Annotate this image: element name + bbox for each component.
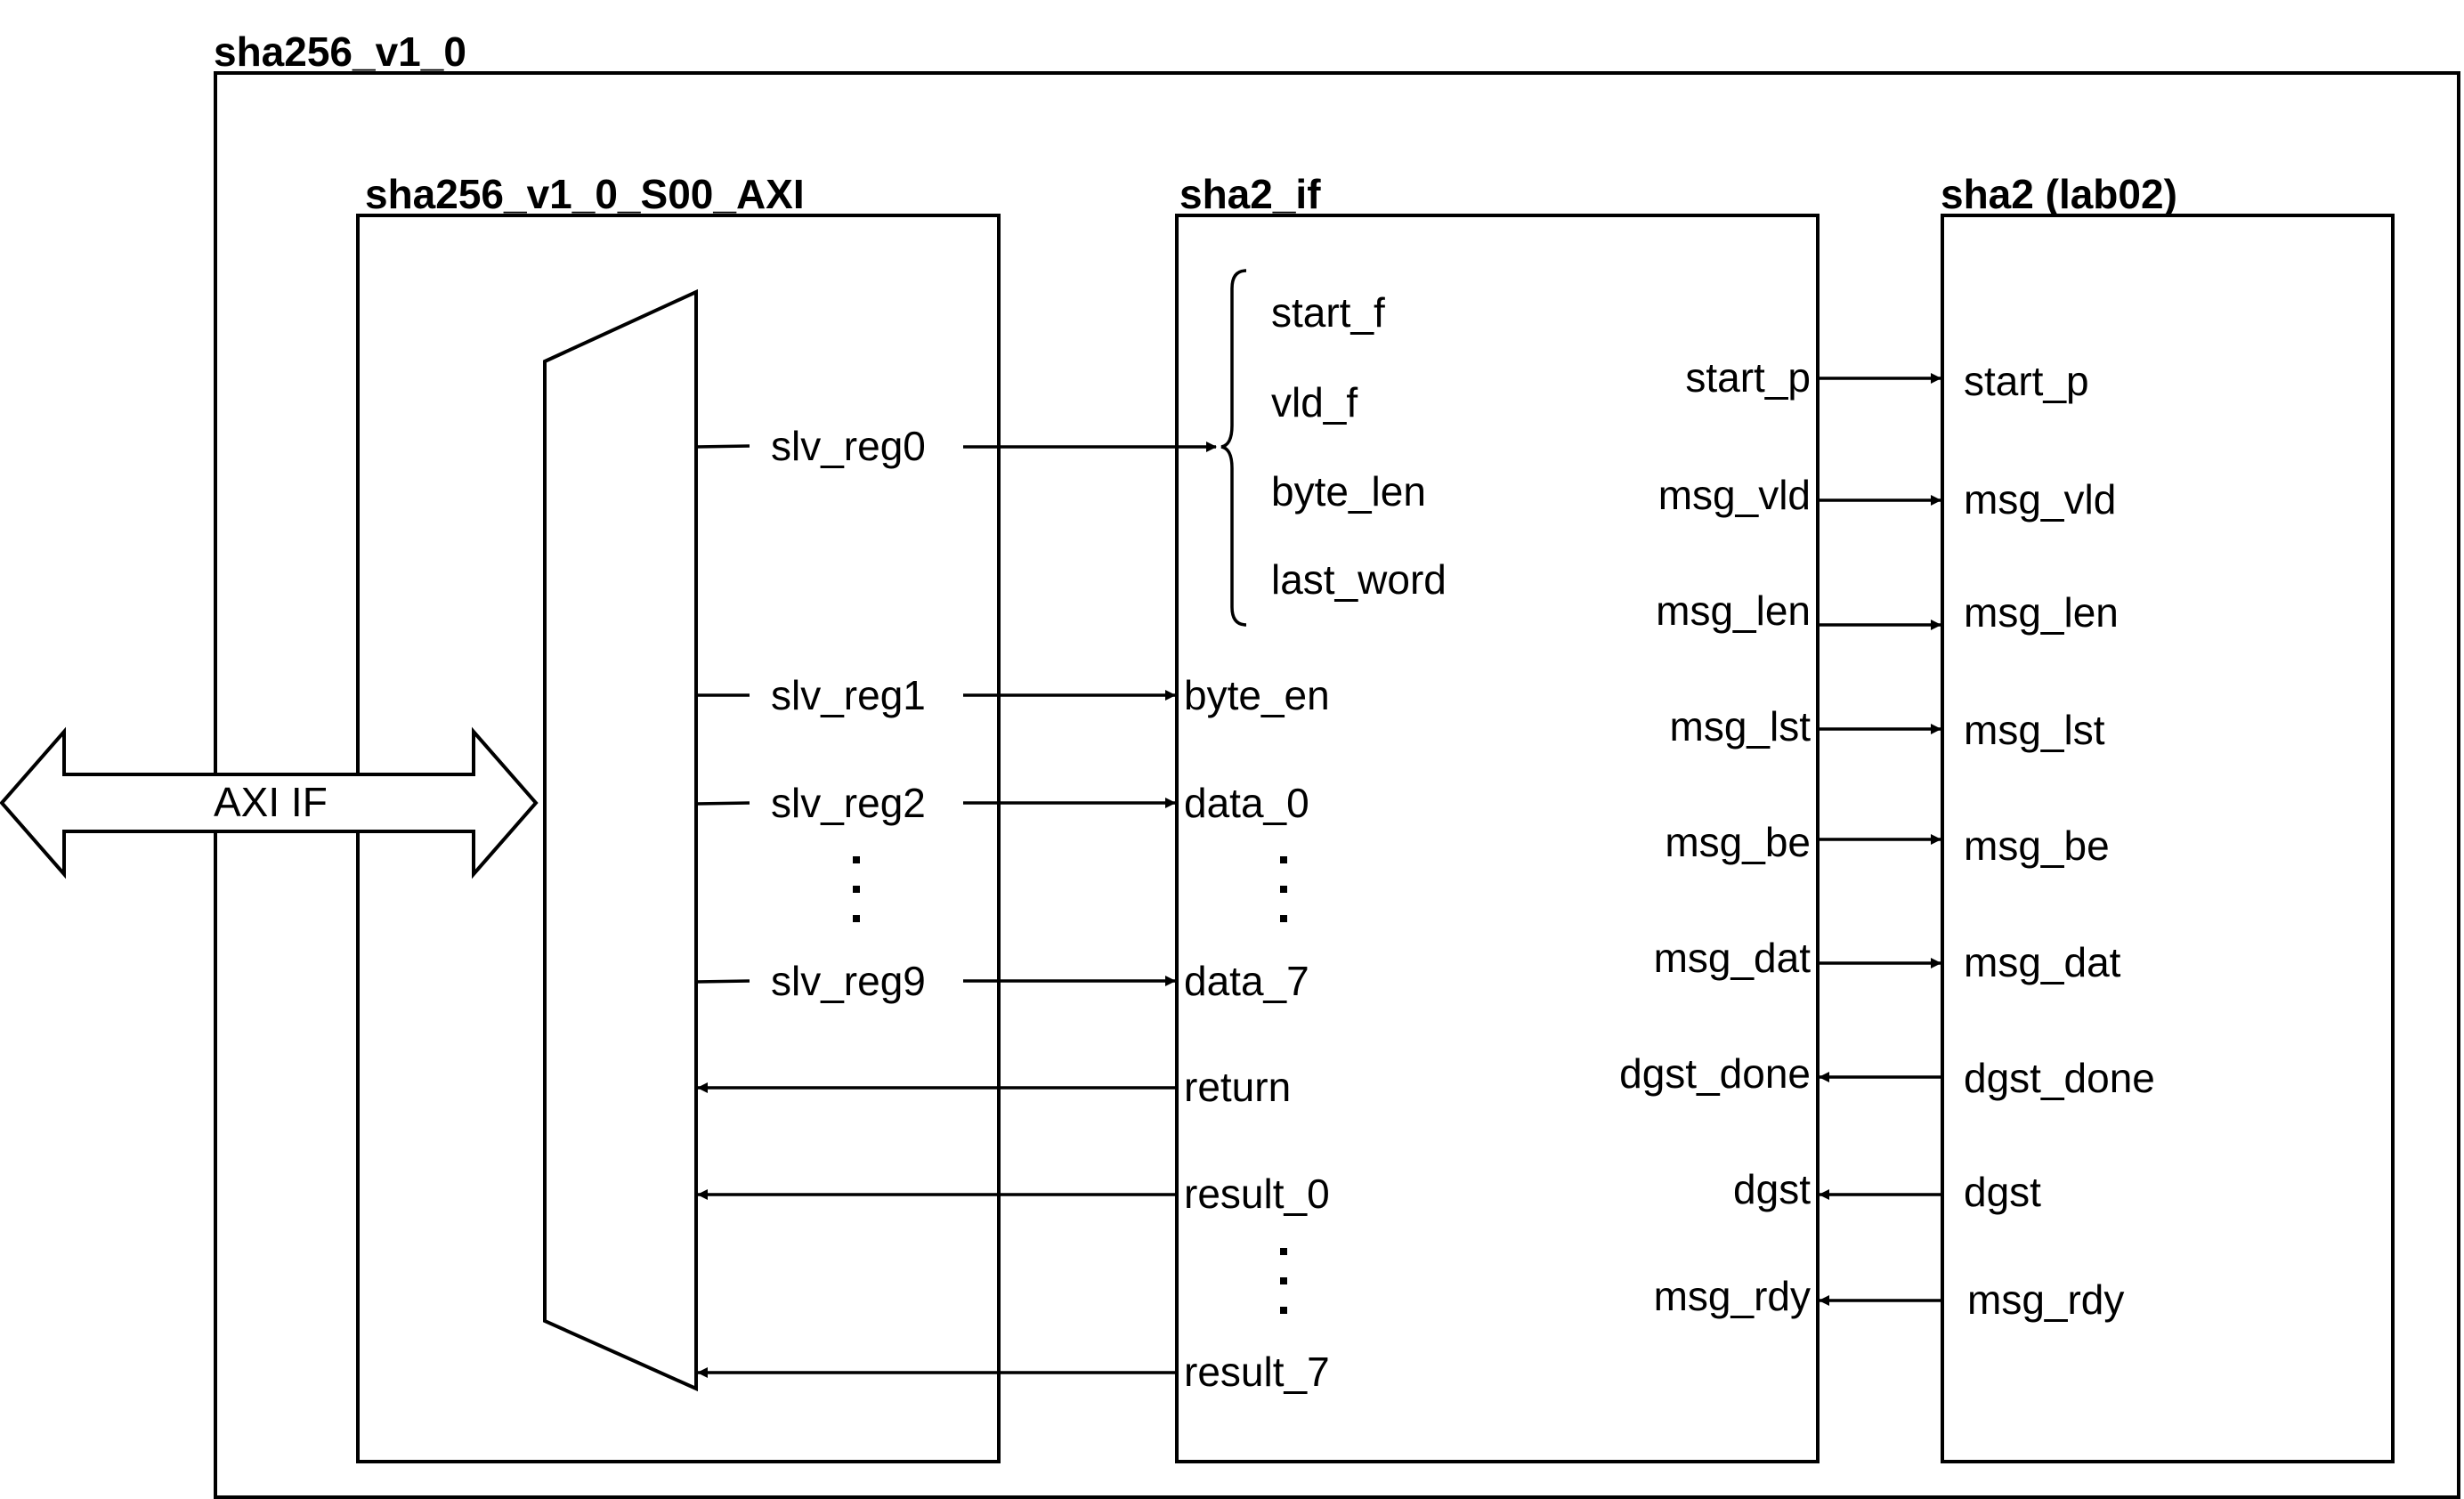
axi-if-arrow-shape [0, 726, 539, 879]
ellipsis-dot [853, 856, 860, 863]
if-input-label: data_7 [1184, 958, 1309, 1004]
core-port-label: dgst_done [1964, 1055, 2155, 1101]
core-block-box [1941, 214, 2395, 1463]
vertical-ellipsis [853, 856, 860, 922]
core-block: sha2 (lab02) [1941, 171, 2395, 1463]
vertical-ellipsis [1280, 1248, 1287, 1314]
ellipsis-dot [1280, 1248, 1287, 1255]
if-output-label: result_7 [1184, 1349, 1330, 1395]
if-core-wires [1818, 373, 1942, 1306]
if-port-label: dgst_done [1619, 1050, 1811, 1097]
if-port-label: start_p [1685, 354, 1811, 401]
vertical-ellipsis [1280, 856, 1287, 922]
axi-block: sha256_v1_0_S00_AXI [356, 171, 1001, 1463]
axi-block-title: sha256_v1_0_S00_AXI [365, 171, 805, 217]
register-label: slv_reg1 [771, 672, 926, 718]
reg0-field-label: vld_f [1271, 379, 1358, 425]
ellipsis-dot [1280, 915, 1287, 922]
if-port-label: dgst [1733, 1166, 1811, 1212]
reg0-field-brace [1220, 269, 1247, 627]
core-port-label: dgst [1964, 1169, 2041, 1215]
reg0-field-label: last_word [1271, 556, 1447, 603]
core-port-label: msg_lst [1964, 707, 2105, 753]
register-stubs [695, 444, 750, 984]
register-mux [543, 288, 698, 1392]
if-port-label: msg_lst [1670, 703, 1812, 750]
reg-stub [695, 979, 750, 984]
ellipsis-dot [1280, 886, 1287, 893]
if-block-title: sha2_if [1179, 171, 1321, 217]
ellipsis-dot [853, 886, 860, 893]
core-port-label: msg_vld [1964, 476, 2116, 523]
axi-to-if-wires [963, 442, 1217, 986]
ellipsis-dot [1280, 856, 1287, 863]
reg-stub [695, 801, 750, 806]
ellipsis-dot [1280, 1307, 1287, 1314]
if-input-label: data_0 [1184, 780, 1309, 826]
core-port-label: msg_rdy [1967, 1276, 2124, 1323]
if-port-label: msg_len [1656, 587, 1811, 634]
reg0-field-label: byte_len [1271, 468, 1426, 515]
if-port-label: msg_rdy [1654, 1273, 1811, 1319]
if-to-axi-wires [697, 1082, 1177, 1378]
core-port-label: msg_len [1964, 589, 2119, 636]
reg0-field-label: start_f [1271, 289, 1385, 336]
core-port-label: start_p [1964, 358, 2089, 404]
if-input-label: byte_en [1184, 672, 1330, 718]
register-label: slv_reg0 [771, 423, 926, 469]
if-port-label: msg_dat [1654, 935, 1812, 981]
register-label: slv_reg9 [771, 958, 926, 1004]
axi-block-box [356, 214, 1001, 1463]
core-port-label: msg_be [1964, 822, 2110, 869]
if-output-label: result_0 [1184, 1171, 1330, 1217]
core-port-label: msg_dat [1964, 939, 2121, 985]
ellipsis-dot [853, 915, 860, 922]
top-module-title: sha256_v1_0 [214, 28, 466, 75]
core-block-title: sha2 (lab02) [1941, 171, 2177, 217]
reg-stub [695, 444, 750, 449]
axi-if-label: AXI IF [214, 779, 328, 825]
axi-if-double-arrow: AXI IF [0, 726, 539, 879]
if-port-label: msg_vld [1658, 472, 1811, 518]
if-output-label: return [1184, 1064, 1291, 1110]
if-port-label: msg_be [1665, 819, 1811, 865]
ellipsis-dot [1280, 1277, 1287, 1284]
register-label: slv_reg2 [771, 780, 926, 826]
if-right-ports: start_p msg_vld msg_len msg_lst msg_be m… [1619, 354, 1811, 1319]
